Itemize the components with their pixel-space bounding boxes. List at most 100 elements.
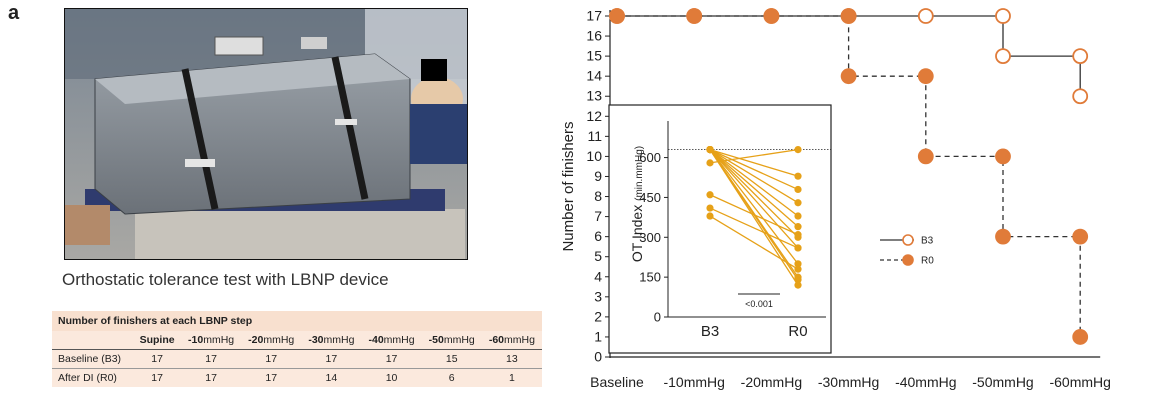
y-tick-label: 14 <box>586 68 602 84</box>
data-point-r0 <box>917 68 934 85</box>
inset-y-tick-label: 600 <box>639 150 661 165</box>
y-tick-label: 9 <box>594 168 602 184</box>
data-point-b3 <box>1072 88 1089 105</box>
table-cell: 17 <box>385 353 398 365</box>
inset-point-b3 <box>706 191 714 199</box>
data-point-b3 <box>1072 48 1089 65</box>
data-point-r0 <box>840 68 857 85</box>
table-cell: 17 <box>205 372 217 384</box>
finishers-table: Number of finishers at each LBNP step Su… <box>52 311 542 387</box>
inset-x-tick-label: R0 <box>788 323 807 340</box>
inset-point-b3 <box>706 212 714 220</box>
inset-point-r0 <box>794 223 802 231</box>
table-header-row: Supine -10mmHg -20mmHg -30mmHg -40mmHg -… <box>52 331 542 350</box>
inset-point-r0 <box>794 212 802 220</box>
inset-point-r0 <box>794 276 802 284</box>
inset-pair-line <box>709 149 799 265</box>
data-point-b3 <box>995 48 1011 65</box>
inset-y-axis-label: OT Index (min.mmHg) <box>629 146 645 262</box>
y-tick-label: 1 <box>594 328 602 344</box>
photo-caption: Orthostatic tolerance test with LBNP dev… <box>62 270 389 289</box>
table-cell: 17 <box>151 372 163 384</box>
y-tick-label: 3 <box>594 288 602 304</box>
table-cell: 14 <box>325 372 338 384</box>
table-cell: 10 <box>385 372 398 384</box>
x-tick-label: -50mmHg <box>972 374 1033 390</box>
row-label: Baseline (B3) <box>58 353 122 365</box>
inset-point-r0 <box>794 281 802 289</box>
data-point-r0 <box>763 8 780 24</box>
inset-y-axis-label-main: OT Index <box>629 201 645 262</box>
data-point-r0 <box>1072 329 1089 345</box>
x-tick-label: -60mmHg <box>1049 374 1110 390</box>
inset-pair-line <box>709 207 799 249</box>
inset-pair-line <box>709 194 799 236</box>
data-point-r0 <box>995 228 1011 245</box>
inset-pair-line <box>709 215 799 270</box>
table-header-cell: -30mmHg <box>308 334 355 346</box>
inset-point-b3 <box>706 146 714 154</box>
inset-point-r0 <box>794 172 802 180</box>
y-tick-label: 2 <box>594 308 602 324</box>
panel-label: a <box>8 2 20 24</box>
y-tick-label: 6 <box>594 228 602 244</box>
inset-point-r0 <box>794 231 802 239</box>
y-tick-label: 8 <box>594 188 602 204</box>
inset-pair-line <box>709 148 799 177</box>
table-cell: 17 <box>151 353 163 365</box>
legend-label-r0: R0 <box>921 256 934 267</box>
inset-y-tick-label: 0 <box>654 310 661 325</box>
data-point-b3 <box>917 8 934 24</box>
x-tick-label: -10mmHg <box>663 374 724 390</box>
inset-pair-line <box>709 148 799 164</box>
data-point-r0 <box>995 148 1011 165</box>
inset-pair-line <box>709 149 799 204</box>
y-tick-label: 11 <box>587 128 602 144</box>
table-corner-cell <box>52 331 133 350</box>
inset-p-value: <0.001 <box>745 299 773 309</box>
table-header-cell: -60mmHg <box>488 334 535 346</box>
y-tick-label: 7 <box>594 208 602 224</box>
y-tick-label: 15 <box>586 48 602 64</box>
table-cell: 1 <box>508 372 515 384</box>
table-title: Number of finishers at each LBNP step <box>52 311 542 331</box>
row-label: After DI (R0) <box>58 372 117 384</box>
table-cell: 17 <box>205 353 217 365</box>
table-cell: 17 <box>325 353 338 365</box>
table-cell: 17 <box>265 372 278 384</box>
data-point-r0 <box>686 8 703 24</box>
data-point-r0 <box>917 148 934 165</box>
data-point-r0 <box>840 8 857 24</box>
inset-panel <box>608 104 832 354</box>
table-cell: 6 <box>448 372 455 384</box>
table-header-cell: -10mmHg <box>188 334 235 346</box>
x-tick-label: -30mmHg <box>818 374 879 390</box>
y-tick-label: 12 <box>586 108 602 124</box>
table-row: Baseline (B3) 17 17 17 17 17 15 13 <box>52 350 542 369</box>
data-point-b3 <box>995 8 1011 24</box>
inset-y-tick-label: 450 <box>639 190 661 205</box>
table-cell: 15 <box>445 353 458 365</box>
inset-point-r0 <box>794 260 802 268</box>
table-header-cell: -40mmHg <box>368 334 415 346</box>
inset-point-r0 <box>794 146 802 154</box>
legend-label-b3: B3 <box>921 236 934 247</box>
inset-pair-line <box>709 149 799 286</box>
y-tick-label: 4 <box>594 268 602 284</box>
x-tick-label: -20mmHg <box>741 374 802 390</box>
y-tick-label: 5 <box>594 248 602 264</box>
y-tick-label: 13 <box>586 88 602 104</box>
table-row: After DI (R0) 17 17 17 14 10 6 1 <box>52 369 542 388</box>
inset-y-tick-label: 150 <box>639 270 661 285</box>
table-header-cell: -20mmHg <box>248 334 295 346</box>
inset-pair-line <box>709 149 799 238</box>
inset-pair-line <box>709 149 799 191</box>
x-tick-label: -40mmHg <box>895 374 956 390</box>
y-tick-label: 0 <box>594 349 602 365</box>
inset-point-b3 <box>706 204 714 212</box>
x-tick-label: Baseline <box>590 374 644 390</box>
table-header-cell: Supine <box>139 334 175 346</box>
inset-point-r0 <box>794 199 802 207</box>
data-point-r0 <box>1072 228 1089 245</box>
